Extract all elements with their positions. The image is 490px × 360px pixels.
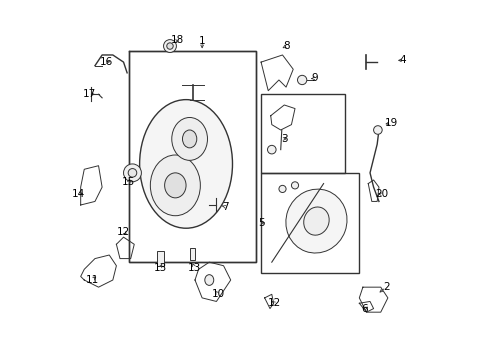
Bar <box>261 94 345 173</box>
Text: 16: 16 <box>100 57 113 67</box>
Text: 19: 19 <box>385 118 398 128</box>
Circle shape <box>297 75 307 85</box>
Text: 12: 12 <box>268 298 281 308</box>
Bar <box>190 248 195 260</box>
Text: 2: 2 <box>383 282 390 292</box>
Text: 8: 8 <box>283 41 290 51</box>
Text: 14: 14 <box>72 189 85 199</box>
Text: 6: 6 <box>361 303 368 314</box>
Ellipse shape <box>172 117 207 160</box>
Text: 9: 9 <box>311 73 318 83</box>
Ellipse shape <box>304 207 329 235</box>
Ellipse shape <box>205 275 214 285</box>
Circle shape <box>123 164 142 182</box>
Ellipse shape <box>286 189 347 253</box>
Circle shape <box>164 40 176 53</box>
Text: 20: 20 <box>375 189 388 199</box>
Text: 7: 7 <box>222 202 229 212</box>
Circle shape <box>167 43 173 49</box>
Bar <box>261 173 359 273</box>
Text: 1: 1 <box>199 36 205 46</box>
Text: 15: 15 <box>122 177 136 187</box>
Circle shape <box>292 182 298 189</box>
Ellipse shape <box>182 130 197 148</box>
Text: 4: 4 <box>399 55 406 65</box>
Circle shape <box>373 126 382 134</box>
Bar <box>129 51 256 262</box>
Circle shape <box>128 168 137 177</box>
Text: 12: 12 <box>117 227 130 237</box>
Text: 18: 18 <box>171 35 184 45</box>
Bar <box>157 251 164 266</box>
Circle shape <box>279 185 286 193</box>
Ellipse shape <box>150 155 200 216</box>
Text: 3: 3 <box>281 134 288 144</box>
Text: 11: 11 <box>85 275 98 285</box>
Text: 13: 13 <box>154 262 167 273</box>
Circle shape <box>268 145 276 154</box>
Ellipse shape <box>165 173 186 198</box>
Ellipse shape <box>140 100 232 228</box>
Text: 5: 5 <box>258 218 265 228</box>
Text: 17: 17 <box>83 89 96 99</box>
Text: 13: 13 <box>188 262 201 273</box>
Text: 10: 10 <box>212 289 225 299</box>
